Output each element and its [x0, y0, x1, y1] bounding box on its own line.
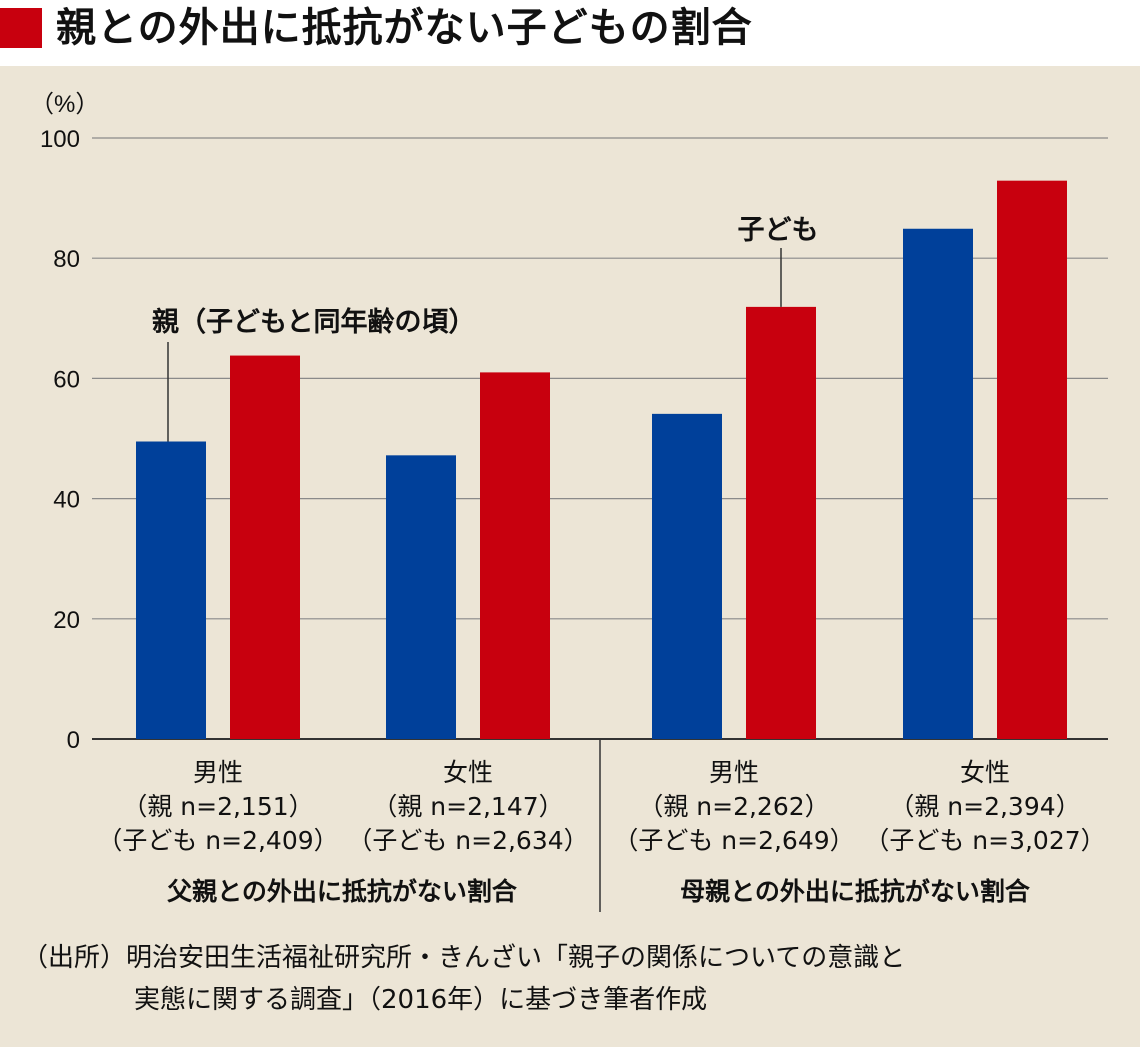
title-bar: 親との外出に抵抗がない子どもの割合: [0, 0, 1140, 66]
category-label: 女性: [443, 758, 493, 787]
source-line-2: 実態に関する調査」（2016年）に基づき筆者作成: [134, 985, 708, 1015]
title-marker: [0, 8, 42, 48]
bar-parent-0: [136, 441, 206, 739]
bar-parent-3: [903, 228, 973, 739]
source-note: （出所）明治安田生活福祉研究所・きんざい「親子の関係についての意識と 実態に関す…: [22, 937, 1132, 1021]
bar-parent-1: [386, 455, 456, 739]
category-n-child: （子ども n=2,634）: [347, 826, 588, 855]
source-line-1: （出所）明治安田生活福祉研究所・きんざい「親子の関係についての意識と: [22, 943, 906, 973]
y-tick-label: 80: [53, 246, 80, 273]
category-n-child: （子ども n=2,409）: [97, 826, 338, 855]
category-n-parent: （親 n=2,147）: [372, 792, 563, 821]
bar-child-0: [230, 355, 300, 739]
chart-title: 親との外出に抵抗がない子どもの割合: [56, 5, 753, 51]
category-n-parent: （親 n=2,151）: [122, 792, 313, 821]
category-n-parent: （親 n=2,394）: [889, 792, 1080, 821]
category-n-child: （子ども n=2,649）: [613, 826, 854, 855]
category-n-child: （子ども n=3,027）: [864, 826, 1105, 855]
category-n-parent: （親 n=2,262）: [638, 792, 829, 821]
bar-child-1: [480, 372, 550, 739]
category-label: 男性: [709, 758, 759, 787]
y-axis-label: （%）: [30, 91, 99, 118]
bar-child-2: [746, 306, 816, 739]
group-label-father: 父親との外出に抵抗がない割合: [167, 877, 518, 906]
category-label: 女性: [960, 758, 1010, 787]
y-tick-label: 100: [40, 126, 80, 153]
y-tick-label: 60: [53, 366, 80, 393]
annotation-parent: 親（子どもと同年齢の頃）: [152, 306, 475, 338]
bar-parent-2: [652, 413, 722, 739]
y-tick-label: 0: [67, 727, 80, 754]
bar-child-3: [997, 180, 1067, 739]
annotation-child: 子ども: [738, 215, 819, 246]
group-label-mother: 母親との外出に抵抗がない割合: [680, 877, 1031, 906]
bar-chart: （%） 0 20 40 60 80 100 男性 （親 n=2,151） （子ども n=2,409…: [30, 91, 1108, 912]
category-label: 男性: [193, 758, 243, 787]
y-tick-label: 40: [53, 487, 80, 514]
y-tick-label: 20: [53, 607, 80, 634]
